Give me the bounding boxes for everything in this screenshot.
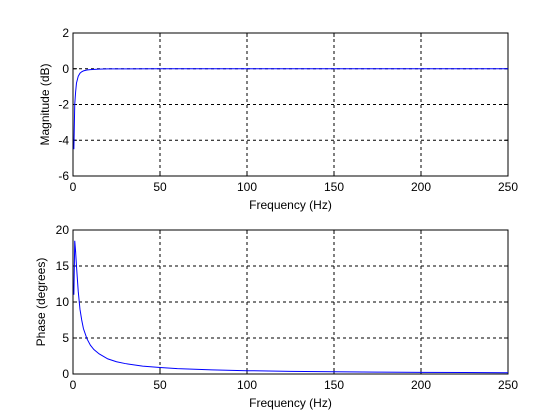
magnitude-y-tick-label: -2 <box>58 98 69 112</box>
phase-ticks: 0 50 100 150 200 250 0 5 10 15 20 <box>56 223 519 392</box>
phase-x-axis-label: Frequency (Hz) <box>249 396 332 410</box>
magnitude-x-tick-label: 250 <box>498 180 518 194</box>
phase-grid <box>73 230 508 374</box>
magnitude-y-tick-label: -4 <box>58 133 69 147</box>
magnitude-y-tick-label: -6 <box>58 169 69 183</box>
phase-x-tick-label: 250 <box>498 378 518 392</box>
magnitude-x-tick-label: 0 <box>70 180 77 194</box>
magnitude-series <box>73 68 508 150</box>
magnitude-x-tick-label: 50 <box>153 180 167 194</box>
phase-y-tick-label: 10 <box>56 295 70 309</box>
magnitude-ticks: 0 50 100 150 200 250 -6 -4 -2 0 2 <box>58 26 518 194</box>
phase-series-line <box>73 240 509 374</box>
phase-y-tick-label: 5 <box>62 331 69 345</box>
phase-y-tick-label: 20 <box>56 223 70 237</box>
phase-x-tick-label: 50 <box>153 378 167 392</box>
phase-x-tick-label: 0 <box>70 378 77 392</box>
magnitude-y-axis-label: Magnitude (dB) <box>38 63 52 145</box>
phase-plot: 0 50 100 150 200 250 0 5 10 15 20 Frequency (Hz) P… <box>34 223 518 410</box>
phase-y-tick-label: 15 <box>56 259 70 273</box>
phase-y-axis-label: Phase (degrees) <box>34 258 48 347</box>
magnitude-series-line <box>73 68 508 150</box>
phase-y-tick-label: 0 <box>62 367 69 381</box>
magnitude-x-tick-label: 200 <box>411 180 431 194</box>
magnitude-x-axis-label: Frequency (Hz) <box>249 198 332 212</box>
phase-series <box>73 240 509 374</box>
phase-x-tick-label: 100 <box>237 378 257 392</box>
magnitude-y-tick-label: 0 <box>62 62 69 76</box>
magnitude-plot: 0 50 100 150 200 250 -6 -4 -2 0 2 Frequency (Hz) M… <box>38 26 518 212</box>
magnitude-x-tick-label: 150 <box>324 180 344 194</box>
magnitude-y-tick-label: 2 <box>62 26 69 40</box>
phase-x-tick-label: 150 <box>324 378 344 392</box>
magnitude-x-tick-label: 100 <box>237 180 257 194</box>
phase-x-tick-label: 200 <box>411 378 431 392</box>
